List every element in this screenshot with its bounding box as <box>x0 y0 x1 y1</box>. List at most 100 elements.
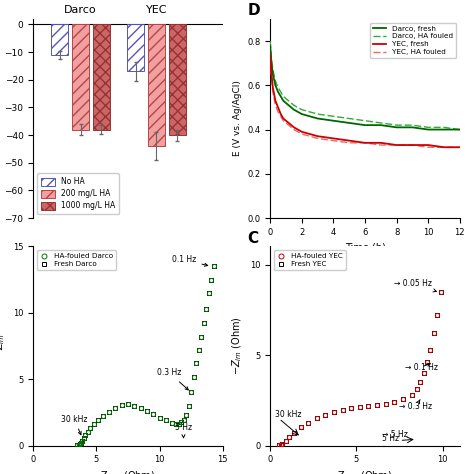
HA-fouled YEC <box>331 409 337 415</box>
Fresh Darco <box>181 417 186 422</box>
YEC, HA fouled <box>275 109 281 115</box>
HA-fouled Darco <box>186 403 191 409</box>
YEC, HA fouled <box>307 133 312 139</box>
YEC, HA fouled <box>283 120 289 126</box>
Fresh Darco <box>209 277 214 283</box>
YEC, HA fouled <box>270 89 276 95</box>
Darco, fresh <box>275 89 281 95</box>
Fresh YEC <box>305 420 311 426</box>
Fresh YEC <box>374 402 380 408</box>
YEC, fresh <box>273 98 278 104</box>
Fresh Darco <box>125 401 131 407</box>
HA-fouled YEC <box>340 408 346 413</box>
Legend: No HA, 200 mg/L HA, 1000 mg/L HA: No HA, 200 mg/L HA, 1000 mg/L HA <box>37 173 119 214</box>
Darco, HA fouled <box>346 116 352 121</box>
Darco, fresh <box>283 100 289 106</box>
YEC, fresh <box>291 125 297 130</box>
Text: D: D <box>247 3 260 18</box>
Fresh YEC <box>435 312 440 318</box>
Bar <box>93 25 110 129</box>
HA-fouled Darco <box>131 403 137 409</box>
HA-fouled YEC <box>292 430 297 436</box>
Fresh Darco <box>95 418 100 423</box>
Darco, fresh <box>269 60 274 66</box>
HA-fouled YEC <box>286 435 292 440</box>
YEC, HA fouled <box>278 113 283 119</box>
HA-fouled YEC <box>348 406 354 411</box>
Darco, fresh <box>278 93 283 99</box>
YEC, fresh <box>267 52 273 57</box>
Fresh Darco <box>193 360 199 366</box>
Darco, HA fouled <box>273 78 278 84</box>
Text: → 0.1 Hz: → 0.1 Hz <box>405 363 438 372</box>
HA-fouled Darco <box>163 418 169 423</box>
Darco, HA fouled <box>315 111 320 117</box>
HA-fouled Darco <box>80 438 85 444</box>
HA-fouled Darco <box>183 412 189 418</box>
HA-fouled Darco <box>206 290 212 296</box>
Fresh YEC <box>283 438 289 444</box>
Fresh YEC <box>331 409 337 415</box>
YEC, HA fouled <box>315 136 320 141</box>
Text: YEC: YEC <box>146 5 167 15</box>
Fresh YEC <box>417 379 423 385</box>
Legend: HA-fouled Darco, Fresh Darco: HA-fouled Darco, Fresh Darco <box>37 250 116 270</box>
Fresh Darco <box>211 264 217 269</box>
YEC, fresh <box>275 105 281 110</box>
YEC, fresh <box>425 142 431 148</box>
HA-fouled YEC <box>365 403 371 409</box>
HA-fouled YEC <box>374 402 380 408</box>
Line: Fresh Darco: Fresh Darco <box>76 264 216 447</box>
Darco, HA fouled <box>425 125 431 130</box>
Darco, HA fouled <box>270 67 276 73</box>
HA-fouled YEC <box>283 438 289 444</box>
HA-fouled Darco <box>201 320 207 326</box>
YEC, fresh <box>394 142 400 148</box>
HA-fouled YEC <box>276 442 282 448</box>
YEC, HA fouled <box>410 142 415 148</box>
Fresh YEC <box>322 412 328 418</box>
Darco, HA fouled <box>278 89 283 95</box>
Fresh YEC <box>276 442 282 448</box>
HA-fouled Darco <box>106 409 112 415</box>
Fresh YEC <box>348 406 354 411</box>
YEC, fresh <box>269 72 274 77</box>
HA-fouled Darco <box>77 441 83 447</box>
Darco, HA fouled <box>410 122 415 128</box>
HA-fouled YEC <box>298 425 304 430</box>
HA-fouled YEC <box>414 387 419 392</box>
Text: 5 Hz: 5 Hz <box>175 423 192 438</box>
HA-fouled YEC <box>424 359 430 365</box>
Legend: Darco, fresh, Darco, HA fouled, YEC, fresh, YEC, HA fouled: Darco, fresh, Darco, HA fouled, YEC, fre… <box>371 23 456 58</box>
Darco, HA fouled <box>275 85 281 91</box>
HA-fouled Darco <box>199 334 204 339</box>
HA-fouled YEC <box>322 412 328 418</box>
Fresh Darco <box>76 442 82 448</box>
HA-fouled Darco <box>138 405 144 410</box>
Fresh Darco <box>138 405 144 410</box>
HA-fouled YEC <box>428 347 433 353</box>
Darco, HA fouled <box>378 120 383 126</box>
HA-fouled Darco <box>178 419 184 425</box>
YEC, fresh <box>281 116 286 121</box>
Darco, HA fouled <box>330 113 336 119</box>
YEC, fresh <box>378 140 383 146</box>
Fresh Darco <box>80 438 85 444</box>
HA-fouled YEC <box>431 330 437 336</box>
Fresh YEC <box>392 399 397 405</box>
Fresh Darco <box>87 426 93 431</box>
Darco, HA fouled <box>457 127 463 132</box>
YEC, fresh <box>315 133 320 139</box>
Darco, fresh <box>378 122 383 128</box>
Fresh YEC <box>421 370 427 376</box>
Fresh Darco <box>81 436 87 441</box>
YEC, HA fouled <box>291 127 297 132</box>
HA-fouled Darco <box>81 436 87 441</box>
Fresh Darco <box>201 320 207 326</box>
YEC, fresh <box>283 118 289 124</box>
HA-fouled Darco <box>125 401 131 407</box>
Fresh Darco <box>176 421 182 427</box>
Text: → 5 Hz: → 5 Hz <box>382 429 408 438</box>
Fresh Darco <box>91 421 97 427</box>
YEC, fresh <box>299 129 305 135</box>
